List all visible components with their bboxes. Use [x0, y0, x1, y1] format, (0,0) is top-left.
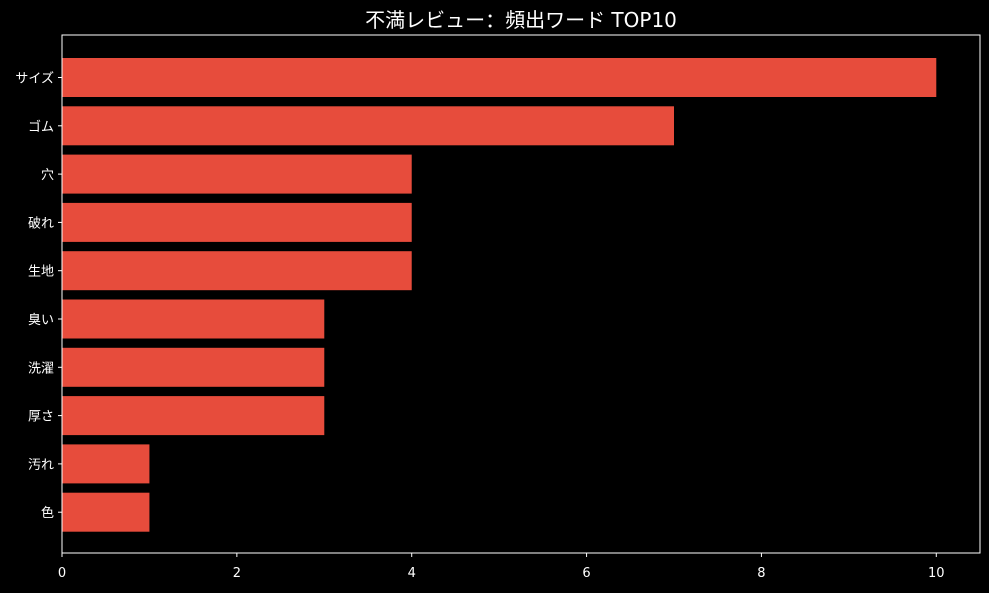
x-tick-label: 10: [928, 566, 945, 581]
plot-frame: [61, 34, 981, 554]
y-tick-label: 穴: [41, 168, 54, 183]
bar: [62, 106, 674, 146]
y-tick-label: 洗濯: [28, 361, 54, 376]
bar: [62, 202, 412, 242]
y-tick-label: ゴム: [28, 119, 54, 135]
y-tick-label: 破れ: [28, 216, 54, 231]
x-tick-label: 4: [408, 566, 416, 581]
y-tick-label: 色: [41, 505, 54, 521]
bar: [62, 347, 325, 387]
y-tick-label: 汚れ: [28, 458, 54, 473]
bar: [62, 396, 325, 436]
bar: [62, 492, 150, 532]
bars-layer: [62, 58, 937, 532]
chart-title: 不満レビュー：頻出ワード TOP10: [365, 8, 677, 32]
y-tick-label: 厚さ: [28, 410, 54, 425]
bar: [62, 154, 412, 194]
bar: [62, 299, 325, 339]
x-tick-label: 2: [233, 566, 241, 581]
x-axis-ticks: 0 2 4 6 8 10: [58, 553, 945, 581]
y-tick-label: 臭い: [28, 313, 54, 328]
y-tick-label: サイズ: [15, 71, 54, 87]
x-tick-label: 8: [757, 566, 765, 581]
bar: [62, 58, 937, 97]
bar: [62, 251, 412, 291]
bar: [62, 444, 150, 484]
x-tick-label: 0: [58, 566, 66, 581]
y-tick-label: 生地: [28, 265, 54, 280]
x-tick-label: 6: [582, 566, 590, 581]
